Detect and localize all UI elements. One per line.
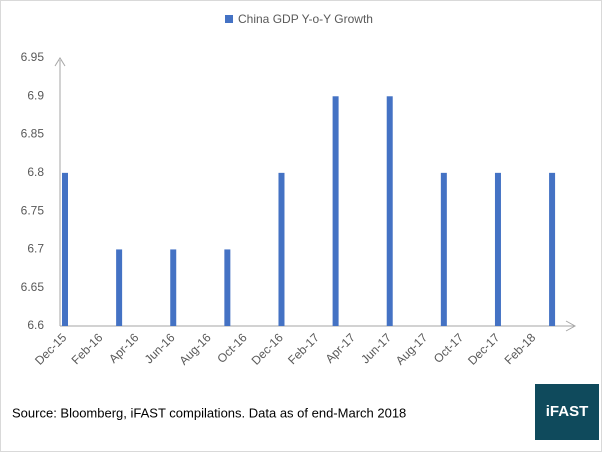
bar xyxy=(332,96,339,327)
bar xyxy=(170,249,177,326)
logo-box xyxy=(535,384,599,440)
y-axis-arrow xyxy=(54,57,66,67)
legend-swatch xyxy=(225,15,233,23)
y-tick-label: 6.9 xyxy=(27,88,44,102)
y-tick-label: 6.95 xyxy=(21,50,45,64)
y-tick-label: 6.7 xyxy=(27,242,44,256)
y-tick-label: 6.85 xyxy=(21,127,45,141)
y-tick-label: 6.65 xyxy=(21,280,45,294)
y-tick-label: 6.6 xyxy=(27,318,44,332)
bar xyxy=(224,249,231,326)
y-tick-label: 6.8 xyxy=(27,165,44,179)
source-note: Source: Bloomberg, iFAST compilations. D… xyxy=(12,405,406,420)
logo: iFAST xyxy=(546,403,589,420)
bar xyxy=(278,172,285,326)
legend-label: China GDP Y-o-Y Growth xyxy=(238,12,373,26)
bar xyxy=(494,172,501,326)
y-tick-label: 6.75 xyxy=(21,203,45,217)
bar xyxy=(549,172,556,326)
bar xyxy=(62,172,68,326)
bar xyxy=(116,249,123,326)
bar xyxy=(440,172,447,326)
x-axis-arrow xyxy=(565,320,577,332)
bar xyxy=(386,96,393,327)
